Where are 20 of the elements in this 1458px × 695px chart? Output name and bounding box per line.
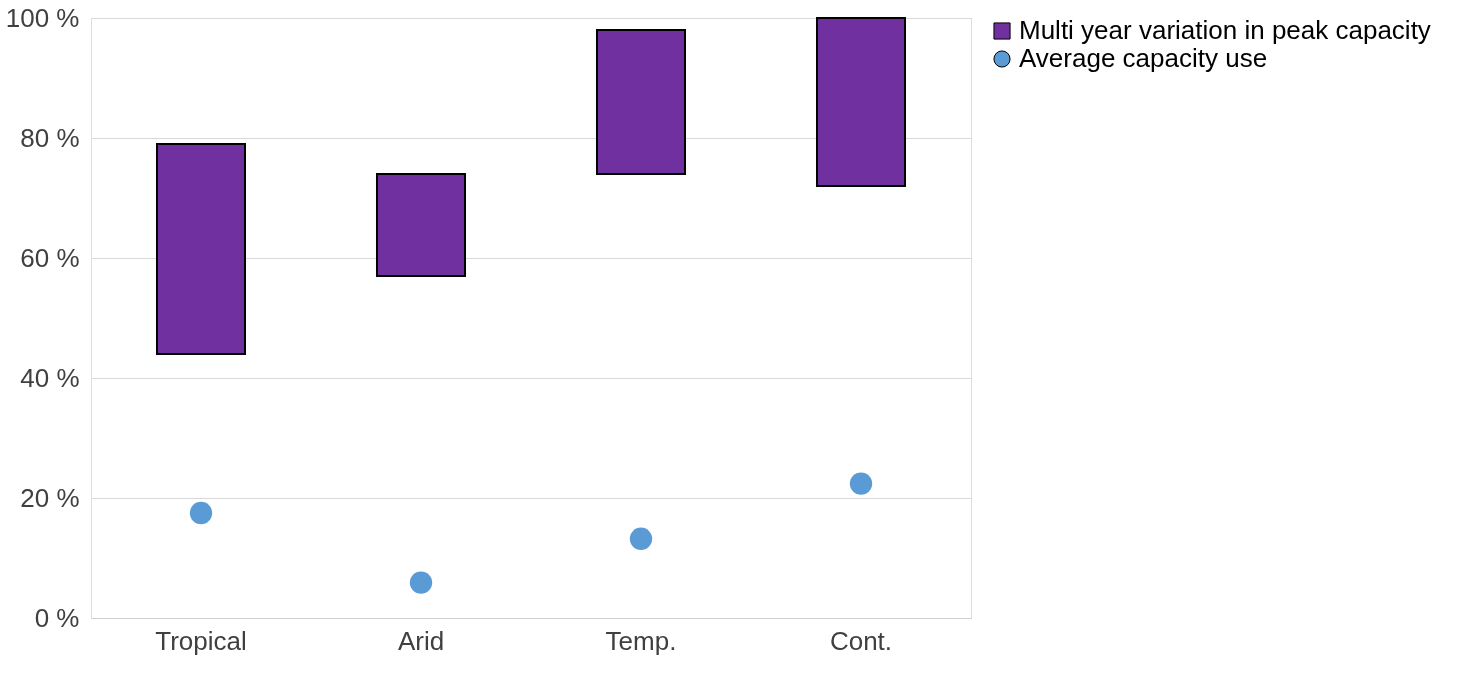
bar bbox=[816, 17, 906, 187]
y-tick-label: 20 % bbox=[20, 482, 80, 513]
point bbox=[629, 527, 653, 550]
y-tick-label: 60 % bbox=[20, 242, 80, 273]
bar bbox=[376, 173, 466, 277]
point bbox=[849, 472, 873, 495]
x-tick-label: Arid bbox=[397, 625, 445, 656]
x-tick-label: Tropical bbox=[155, 625, 247, 656]
y-tick-label: 40 % bbox=[20, 362, 80, 393]
bar bbox=[596, 29, 686, 175]
point bbox=[189, 501, 213, 525]
legend-label: Average capacity use bbox=[1019, 43, 1268, 73]
point bbox=[409, 571, 433, 594]
x-tick-label: Temp. bbox=[605, 625, 677, 656]
y-tick-label: 100 % bbox=[5, 2, 80, 33]
legend-label: Multi year variation in peak capacity bbox=[1019, 15, 1431, 45]
y-tick-label: 0 % bbox=[34, 602, 80, 633]
y-tick-label: 80 % bbox=[20, 122, 80, 153]
x-tick-label: Cont. bbox=[829, 625, 893, 656]
bar bbox=[156, 143, 246, 355]
